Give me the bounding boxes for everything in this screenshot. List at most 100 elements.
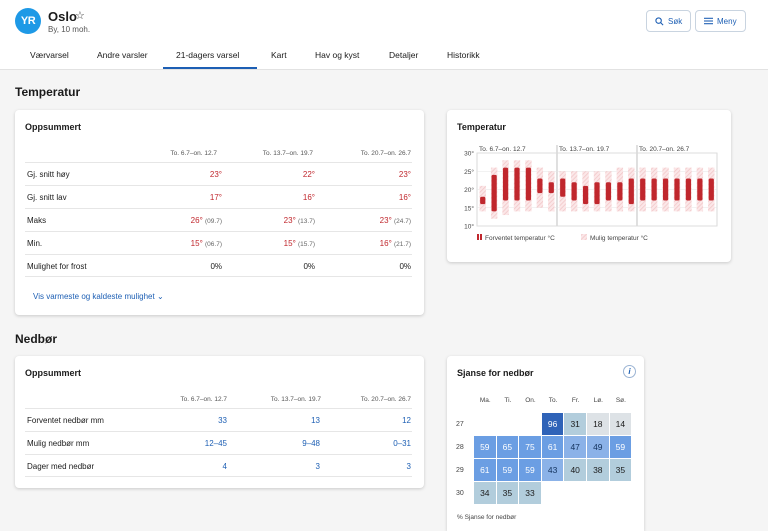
- max-temp: 23°: [379, 216, 392, 225]
- precip-chance-cell[interactable]: 40: [564, 459, 586, 481]
- table-row: Gj. snitt lav 17° 16° 16°: [25, 185, 412, 208]
- row-label: Min.: [27, 239, 43, 248]
- possible-precip-value: 9–48: [302, 439, 320, 448]
- y-tick-label: 20°: [464, 186, 474, 194]
- day-header: To.: [548, 397, 558, 404]
- precip-chance-cell[interactable]: 35: [496, 482, 519, 504]
- temperature-chart-card: Temperatur To. 6.7–on. 12.7 To. 13.7–on. …: [447, 110, 731, 262]
- row-label: Forventet nedbør mm: [27, 416, 104, 425]
- table-row: Dager med nedbør 4 3 3: [25, 454, 412, 477]
- expected-temp-bar: [594, 182, 600, 205]
- temperature-chart: To. 6.7–on. 12.7 To. 13.7–on. 19.7 To. 20.…: [464, 145, 718, 242]
- row-label: Maks: [27, 216, 47, 225]
- expected-precip-value: 13: [311, 416, 320, 425]
- expected-temp-bar: [674, 178, 680, 201]
- tab-21-dagers-varsel[interactable]: 21-dagers varsel: [176, 50, 240, 60]
- min-temp: 15°: [190, 239, 203, 248]
- legend-possible-label: Mulig temperatur °C: [590, 234, 648, 242]
- expected-temp-bar: [582, 185, 589, 205]
- expected-temp-bar: [502, 167, 509, 201]
- day-header: On.: [525, 397, 536, 404]
- tab-andre-varsler[interactable]: Andre varsler: [97, 50, 148, 60]
- legend-expected-label: Forventet temperatur °C: [485, 234, 555, 242]
- precip-chance-cell[interactable]: 38: [587, 459, 609, 481]
- period-header: To. 6.7–on. 12.7: [180, 396, 227, 403]
- precip-chance-cell[interactable]: 59: [496, 459, 519, 481]
- tab-historikk[interactable]: Historikk: [447, 50, 480, 60]
- period-header: To. 6.7–on. 12.7: [170, 150, 217, 157]
- expected-temp-bar: [548, 182, 554, 194]
- yr-logo[interactable]: YR: [15, 8, 41, 34]
- expected-temp-bar: [537, 178, 543, 194]
- y-tick-label: 15°: [464, 204, 474, 212]
- day-header: Ti.: [504, 397, 512, 404]
- menu-button[interactable]: Meny: [695, 10, 746, 32]
- precip-chance-cell[interactable]: 59: [609, 436, 632, 458]
- week-label: 29: [456, 467, 464, 474]
- precip-chance-cell[interactable]: 14: [609, 413, 632, 435]
- precip-chance-cell[interactable]: 49: [587, 436, 609, 458]
- tab-kart[interactable]: Kart: [271, 50, 287, 60]
- precip-chance-cell[interactable]: 34: [474, 482, 496, 504]
- max-value: 23° (13.7): [284, 216, 315, 225]
- legend-expected-swatch: [477, 234, 479, 240]
- precip-chance-cell[interactable]: 59: [474, 436, 496, 458]
- precip-days-value: 3: [315, 462, 320, 471]
- menu-icon: [704, 17, 713, 25]
- precip-chance-cell[interactable]: 47: [564, 436, 586, 458]
- period-header: To. 20.7–on. 26.7: [360, 150, 411, 157]
- temperature-section-title: Temperatur: [15, 85, 81, 99]
- precip-chance-cell[interactable]: 65: [496, 436, 519, 458]
- top-bar: YR Oslo ☆ By, 10 moh. Søk Meny Værvarsel…: [0, 0, 768, 70]
- max-date: (24.7): [394, 218, 411, 225]
- expected-temp-bar: [651, 178, 657, 201]
- precip-chance-cell[interactable]: 33: [519, 482, 541, 504]
- chart-period-label: To. 20.7–on. 26.7: [639, 146, 690, 153]
- precip-chance-cell[interactable]: 35: [609, 459, 632, 481]
- info-icon[interactable]: i: [623, 365, 636, 378]
- day-header: Ma.: [479, 397, 491, 404]
- max-value: 23° (24.7): [380, 216, 411, 225]
- row-label: Mulighet for frost: [27, 262, 87, 271]
- row-label: Gj. snitt lav: [27, 193, 67, 202]
- precip-chance-cell[interactable]: 59: [519, 459, 541, 481]
- precip-chance-cell[interactable]: 18: [587, 413, 609, 435]
- week-label: 28: [456, 444, 464, 451]
- temperature-summary-title: Oppsummert: [25, 122, 82, 132]
- y-tick-label: 10°: [464, 223, 474, 231]
- precip-chance-cell[interactable]: 31: [564, 413, 586, 435]
- avg-low-value: 17°: [209, 193, 222, 202]
- expected-temp-bar: [697, 178, 703, 201]
- y-tick-label: 30°: [464, 150, 474, 158]
- avg-low-value: 16°: [398, 193, 411, 202]
- precip-chance-cell[interactable]: 75: [519, 436, 541, 458]
- temperature-chart-title: Temperatur: [457, 122, 506, 132]
- precip-chance-title: Sjanse for nedbør: [457, 368, 534, 378]
- precip-chance-cell[interactable]: 61: [474, 459, 496, 481]
- table-row: Mulig nedbør mm 12–45 9–48 0–31: [25, 431, 412, 454]
- show-extremes-label: Vis varmeste og kaldeste mulighet: [33, 292, 155, 301]
- chevron-down-icon: ⌄: [156, 292, 164, 301]
- table-row: Gj. snitt høy 23° 22° 23°: [25, 162, 412, 185]
- tab-detaljer[interactable]: Detaljer: [389, 50, 419, 60]
- frost-value: 0%: [303, 262, 315, 271]
- frost-value: 0%: [399, 262, 411, 271]
- precip-chance-cell[interactable]: 43: [541, 459, 564, 481]
- precip-chance-grid: Ma. Ti. On. To. Fr. Lø. Sø. 27 96 31 18 14 28 59 65 75 6…: [447, 356, 644, 531]
- row-label: Gj. snitt høy: [27, 170, 70, 179]
- expected-temp-bar: [480, 196, 486, 205]
- expected-temp-bar: [571, 182, 577, 201]
- show-extremes-link[interactable]: Vis varmeste og kaldeste mulighet ⌄: [33, 292, 164, 301]
- tab-hav-og-kyst[interactable]: Hav og kyst: [315, 50, 360, 60]
- tab-vaervarsel[interactable]: Værvarsel: [30, 50, 69, 60]
- star-icon[interactable]: ☆: [75, 10, 85, 22]
- precip-chance-cell[interactable]: 61: [541, 436, 564, 458]
- precip-chance-cell[interactable]: 96: [541, 413, 564, 435]
- min-value: 16° (21.7): [380, 239, 411, 248]
- expected-temp-bar: [617, 182, 623, 201]
- table-row: Forventet nedbør mm 33 13 12: [25, 408, 412, 431]
- search-button[interactable]: Søk: [646, 10, 692, 32]
- expected-temp-bar: [560, 178, 566, 197]
- min-date: (15.7): [298, 241, 315, 248]
- avg-high-value: 23°: [209, 170, 222, 179]
